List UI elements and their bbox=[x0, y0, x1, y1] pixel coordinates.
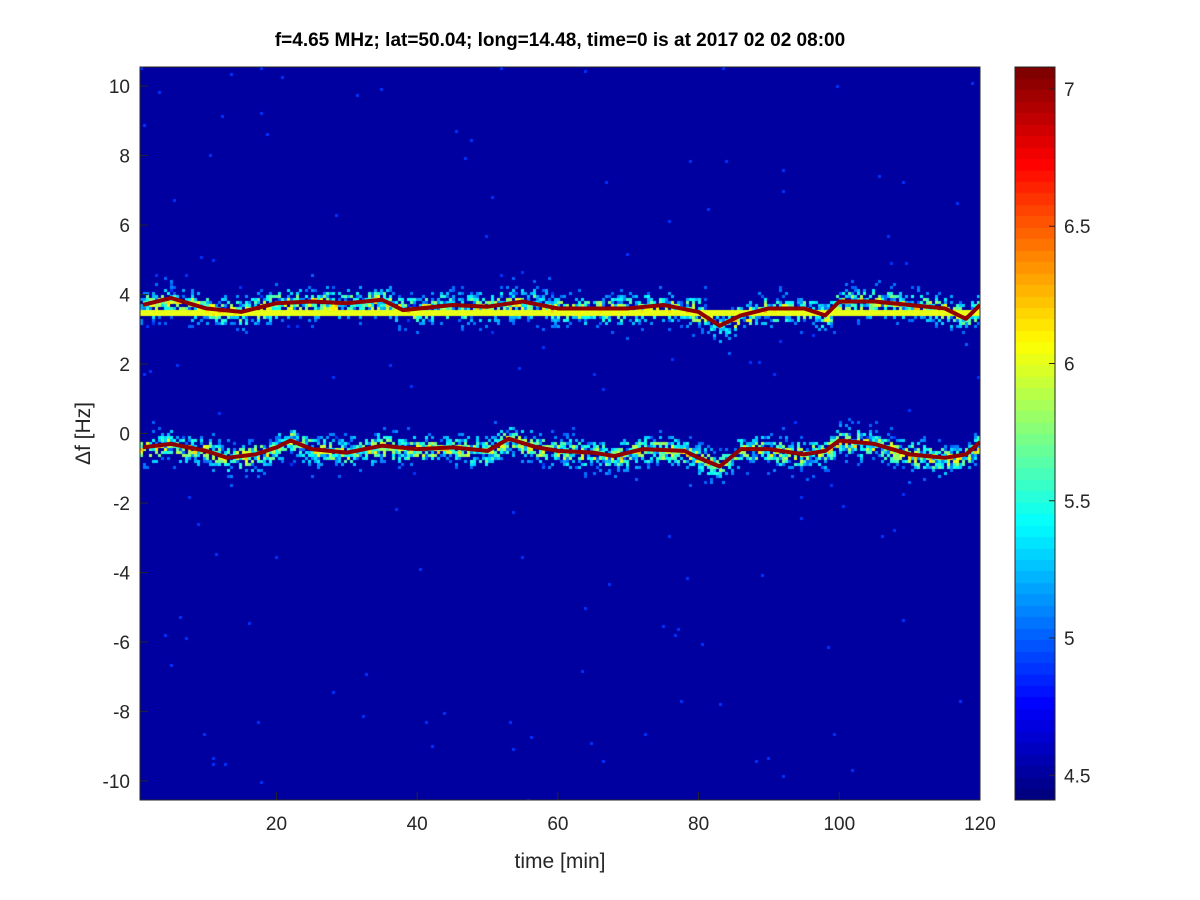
x-axis-label: time [min] bbox=[514, 850, 605, 873]
y-tick-label: 6 bbox=[119, 216, 130, 237]
y-tick-label: -4 bbox=[113, 563, 130, 584]
colorbar-tick-label: 4.5 bbox=[1064, 766, 1090, 787]
x-tick-label: 120 bbox=[964, 814, 996, 835]
colorbar bbox=[1015, 67, 1055, 800]
y-tick-label: 10 bbox=[109, 77, 130, 98]
y-tick-label: -8 bbox=[113, 702, 130, 723]
plot-area bbox=[140, 67, 980, 800]
y-tick-label: -6 bbox=[113, 633, 130, 654]
x-tick-label: 100 bbox=[823, 814, 855, 835]
y-tick-label: 4 bbox=[119, 286, 130, 307]
ridge-trace-2 bbox=[142, 436, 980, 469]
y-axis-label: Δf [Hz] bbox=[72, 402, 95, 465]
colorbar-tick-label: 5.5 bbox=[1064, 492, 1090, 513]
colorbar-tick-label: 6.5 bbox=[1064, 217, 1090, 238]
y-tick-label: -2 bbox=[113, 494, 130, 515]
colorbar-tick-label: 5 bbox=[1064, 629, 1075, 650]
x-tick-label: 60 bbox=[547, 814, 568, 835]
colorbar-tick-label: 6 bbox=[1064, 354, 1075, 375]
plot-frame bbox=[139, 66, 981, 801]
spectrogram-heatmap bbox=[140, 67, 980, 800]
ridge-trace-1 bbox=[142, 296, 980, 328]
y-tick-label: 2 bbox=[119, 355, 130, 376]
chart-title: f=4.65 MHz; lat=50.04; long=14.48, time=… bbox=[274, 30, 846, 51]
y-tick-label: -10 bbox=[103, 772, 130, 793]
colorbar-frame bbox=[1014, 66, 1056, 801]
colorbar-tick-label: 7 bbox=[1064, 80, 1075, 101]
y-tick-label: 8 bbox=[119, 147, 130, 168]
y-tick-label: 0 bbox=[119, 425, 130, 446]
x-tick-label: 80 bbox=[688, 814, 709, 835]
x-tick-label: 40 bbox=[407, 814, 428, 835]
x-tick-label: 20 bbox=[266, 814, 287, 835]
trace-overlay bbox=[142, 296, 980, 469]
